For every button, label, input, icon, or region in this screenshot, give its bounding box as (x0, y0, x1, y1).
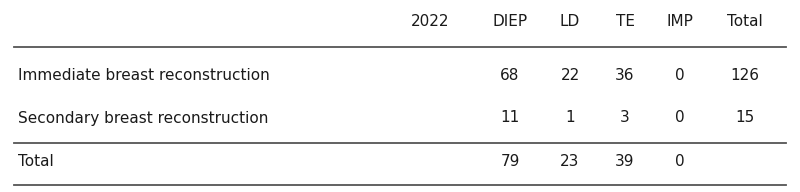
Text: 15: 15 (735, 111, 754, 126)
Text: Secondary breast reconstruction: Secondary breast reconstruction (18, 111, 268, 126)
Text: 0: 0 (675, 111, 685, 126)
Text: 36: 36 (615, 68, 634, 83)
Text: Immediate breast reconstruction: Immediate breast reconstruction (18, 68, 270, 83)
Text: Total: Total (727, 15, 763, 30)
Text: 0: 0 (675, 68, 685, 83)
Text: 3: 3 (620, 111, 630, 126)
Text: 79: 79 (500, 155, 520, 170)
Text: 2022: 2022 (410, 15, 450, 30)
Text: IMP: IMP (666, 15, 694, 30)
Text: 126: 126 (730, 68, 759, 83)
Text: DIEP: DIEP (493, 15, 527, 30)
Text: 22: 22 (560, 68, 580, 83)
Text: 11: 11 (500, 111, 520, 126)
Text: LD: LD (560, 15, 580, 30)
Text: 39: 39 (615, 155, 634, 170)
Text: Total: Total (18, 155, 54, 170)
Text: 68: 68 (500, 68, 520, 83)
Text: 23: 23 (560, 155, 580, 170)
Text: 1: 1 (565, 111, 575, 126)
Text: 0: 0 (675, 155, 685, 170)
Text: TE: TE (615, 15, 634, 30)
